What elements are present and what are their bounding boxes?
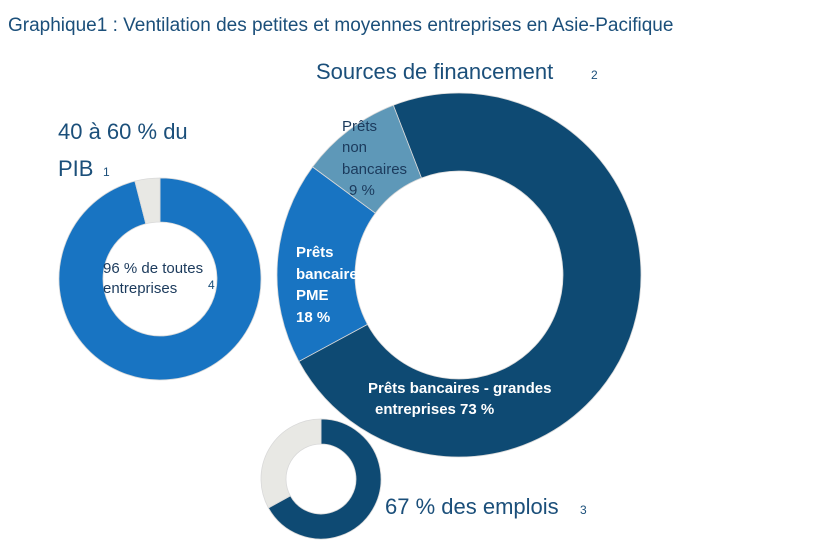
pib-slice-0 [58, 177, 262, 381]
pib-center-label-note: 4 [208, 278, 215, 292]
emplois-title-note: 3 [580, 503, 587, 517]
pme-label-line4: 18 % [296, 309, 330, 326]
nonbank-label-line3: bancaires [342, 161, 407, 178]
pib-center-label-line2: entreprises [103, 280, 177, 297]
donut-financement [276, 92, 642, 458]
pib-title-line1: 40 à 60 % du [58, 119, 188, 144]
figure-title: Graphique1 : Ventilation des petites et … [8, 15, 673, 36]
pib-title-note: 1 [103, 165, 110, 179]
pme-label-line3: PME [296, 287, 329, 304]
pib-center-label-line1: 96 % de toutes [103, 260, 203, 277]
nonbank-label-line1: Prêts [342, 118, 377, 135]
financement-slice-2 [312, 104, 422, 214]
financement-slice-1 [276, 166, 376, 362]
financement-title-note: 2 [591, 68, 598, 82]
pme-label-line1: Prêts [296, 244, 334, 261]
donut-pib [58, 177, 262, 381]
emplois-slice-0 [267, 418, 382, 540]
donut-emplois [260, 418, 382, 540]
large-label-line1: Prêts bancaires - grandes [368, 380, 551, 397]
large-label-line2: entreprises 73 % [375, 401, 494, 418]
emplois-slice-1 [260, 418, 322, 509]
nonbank-label-line2: non [342, 139, 367, 156]
financement-title: Sources de financement [316, 59, 553, 84]
pib-slice-1 [134, 177, 161, 225]
emplois-title: 67 % des emplois [385, 494, 559, 519]
pme-label-line2: bancaires [296, 266, 366, 283]
pib-title-line2: PIB [58, 156, 93, 181]
financement-slice-0 [298, 92, 642, 458]
nonbank-label-line4: 9 % [349, 182, 375, 199]
